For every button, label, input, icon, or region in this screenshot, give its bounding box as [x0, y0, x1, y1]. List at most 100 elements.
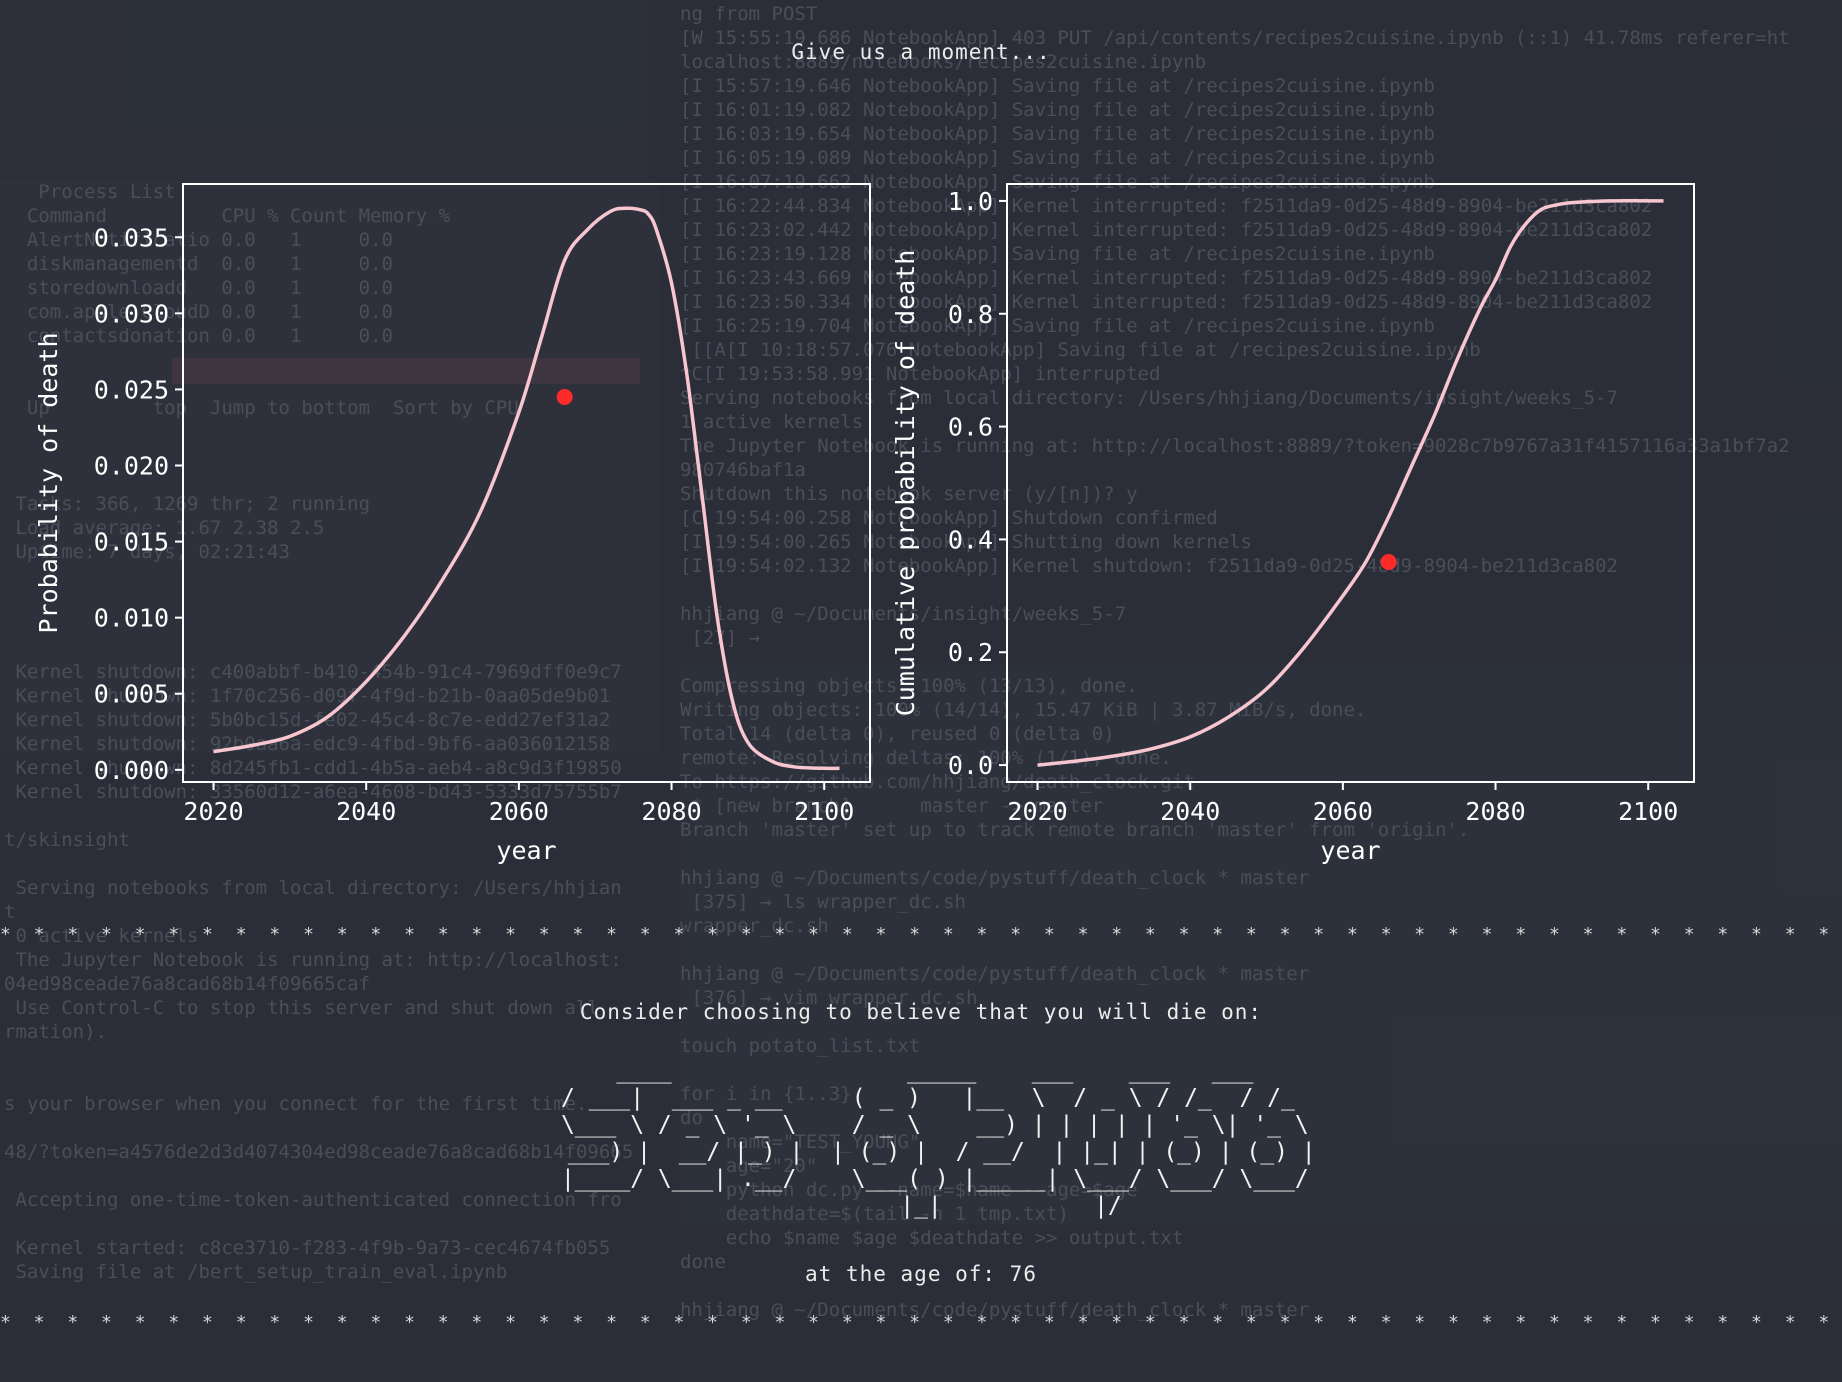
bg-right-line: done: [680, 1251, 726, 1273]
background-terminal-left: Process List Command CPU % Count Memory …: [0, 0, 660, 1382]
bg-right-line: [I 16:23:19.128 NotebookApp] Saving file…: [680, 243, 1435, 265]
bg-right-line: Compressing objects: 100% (13/13), done.: [680, 675, 1138, 697]
bg-left-line: Kernel shutdown: 92b0aa6a-edc9-4fbd-9bf6…: [4, 733, 611, 755]
bg-right-line: [I 16:25:19.704 NotebookApp] Saving file…: [680, 315, 1435, 337]
bg-left-line: 0 active kernels: [4, 925, 199, 947]
bg-left-line: Use Control-C to stop this server and sh…: [4, 997, 599, 1019]
bg-right-line: Writing objects: 100% (14/14), 15.47 KiB…: [680, 699, 1367, 721]
prompt-message: Consider choosing to believe that you wi…: [579, 1000, 1263, 1024]
bg-right-line: ng from POST: [680, 3, 818, 25]
bg-left-line: contactsdonation 0.0 1 0.0: [4, 325, 393, 347]
bg-left-line: 48/?token=a4576de2d3d4074304ed98ceade76a…: [4, 1141, 634, 1163]
bg-left-line: Uptime: 7 days, 02:21:43: [4, 541, 290, 563]
bg-right-line: hhjiang @ ~/Documents/code/pystuff/death…: [680, 867, 1310, 889]
x-tick-label: 2080: [641, 797, 701, 826]
y-tick-label: 0.2: [948, 638, 993, 667]
background-terminal-right: ng from POST [W 15:55:19.686 NotebookApp]…: [680, 0, 1842, 1382]
bg-right-line: [I 16:07:19.662 NotebookApp] Saving file…: [680, 171, 1435, 193]
bg-left-line: t/skinsight: [4, 829, 130, 851]
bg-left-line: storedownloadd 0.0 1 0.0: [4, 277, 393, 299]
bg-left-line: The Jupyter Notebook is running at: http…: [4, 949, 622, 971]
y-axis-label: Cumulative probability of death: [891, 250, 920, 717]
current-age-marker: [556, 389, 573, 406]
bg-right-line: python dc.py --name=$name --age=$age: [680, 1179, 1138, 1201]
bg-right-line: [27] →: [680, 627, 761, 649]
y-tick-label: 0.6: [948, 413, 993, 442]
y-tick-label: 0.0: [948, 751, 993, 780]
x-tick-label: 2060: [489, 797, 549, 826]
separator-top: * * * * * * * * * * * * * * * * * * * * …: [0, 924, 1842, 945]
bg-right-line: [I 16:05:19.089 NotebookApp] Saving file…: [680, 147, 1435, 169]
bg-git-panel: [680, 664, 1842, 1224]
loading-message: Give us a moment...: [791, 40, 1051, 64]
x-tick-label: 2060: [1313, 797, 1373, 826]
bg-left-line: AlertNotificatio 0.0 1 0.0: [4, 229, 393, 251]
bg-right-line: [I 16:23:43.669 NotebookApp] Kernel inte…: [680, 267, 1653, 289]
separator-bottom: * * * * * * * * * * * * * * * * * * * * …: [0, 1312, 1842, 1333]
bg-right-line: deathdate=$(tail -n 1 tmp.txt): [680, 1203, 1069, 1225]
current-age-marker: [1380, 553, 1397, 570]
bg-graph-panel: [0, 0, 648, 178]
y-tick-label: 0.4: [948, 525, 993, 554]
bg-right-line: [I 19:54:00.265 NotebookApp] Shutting do…: [680, 531, 1252, 553]
bg-left-line: 04ed98ceade76a8cad68b14f09665caf: [4, 973, 371, 995]
bg-right-line: hhjiang @ ~/Documents/code/pystuff/death…: [680, 963, 1310, 985]
bg-left-line: Kernel shutdown: 5b0bc15d-fe02-45c4-8c7e…: [4, 709, 611, 731]
bg-right-line: [I 19:54:02.132 NotebookApp] Kernel shut…: [680, 555, 1618, 577]
bg-left-line: s your browser when you connect for the …: [4, 1093, 588, 1115]
bg-right-line: for i in {1..3}: [680, 1083, 852, 1105]
chart-1: 2020 2040 2060 2080 2100 0.000 0.005 0.010 0.015…: [34, 183, 871, 865]
bg-right-line: The Jupyter Notebook is running at: http…: [680, 435, 1790, 457]
bg-left-line: Kernel shutdown: c400abbf-b410-454b-91c4…: [4, 661, 622, 683]
bg-left-line: Kernel shutdown: 33560d12-a6ea-4608-bd43…: [4, 781, 622, 803]
bg-right-line: Total 14 (delta 0), reused 0 (delta 0): [680, 723, 1115, 745]
bg-right-line: do: [680, 1107, 703, 1129]
bg-left-lines: Process List Command CPU % Count Memory …: [4, 12, 633, 1284]
plot-frame: [182, 183, 871, 783]
bg-highlight-row: [172, 358, 640, 384]
bg-right-line: [I 16:03:19.654 NotebookApp] Saving file…: [680, 123, 1435, 145]
y-tick-label: 0.035: [94, 223, 169, 252]
bg-right-line: localhost:8889/notebooks/recipes2cuisine…: [680, 51, 1207, 73]
bg-right-line: [W 15:55:19.686 NotebookApp] 403 PUT /ap…: [680, 27, 1790, 49]
y-tick-label: 0.000: [94, 756, 169, 785]
age-message: at the age of: 76: [805, 1262, 1037, 1286]
x-tick-label: 2100: [1618, 797, 1678, 826]
x-tick-label: 2040: [1160, 797, 1220, 826]
bg-left-line: t: [4, 901, 16, 923]
series-line: [1037, 199, 1664, 767]
bg-right-line: [I 16:23:02.442 NotebookApp] Kernel inte…: [680, 219, 1653, 241]
y-tick-label: 0.8: [948, 300, 993, 329]
y-tick-label: 0.005: [94, 680, 169, 709]
bg-left-line: Tasks: 366, 1269 thr; 2 running: [4, 493, 371, 515]
bg-right-line: Branch 'master' set up to track remote b…: [680, 819, 1470, 841]
y-tick-label: 0.025: [94, 375, 169, 404]
bg-right-line: [375] → ls wrapper_dc.sh: [680, 891, 966, 913]
bg-process-panel: [0, 180, 660, 752]
bg-right-line: [C 19:54:00.258 NotebookApp] Shutdown co…: [680, 507, 1218, 529]
bg-left-line: Kernel shutdown: 8d245fb1-cdd1-4b5a-aeb4…: [4, 757, 622, 779]
bg-right-line: touch potato_list.txt: [680, 1035, 921, 1057]
bg-right-line: echo $name $age $deathdate >> output.txt: [680, 1227, 1184, 1249]
y-axis-label: Probability of death: [34, 332, 63, 633]
bg-right-line: age="20": [680, 1155, 818, 1177]
bg-right-line: [376] → vim wrapper_dc.sh: [680, 987, 978, 1009]
bg-right-line: * [new branch] master -> master: [680, 795, 1104, 817]
y-tick-label: 1.0: [948, 187, 993, 216]
bg-right-line: [I 16:23:50.334 NotebookApp] Kernel inte…: [680, 291, 1653, 313]
charts-svg: 2020 2040 2060 2080 2100 0.000 0.005 0.010 0.015…: [34, 183, 1695, 865]
bg-right-line: wrapper_dc.sh: [680, 915, 829, 937]
x-axis-label: year: [1320, 836, 1380, 865]
x-tick-label: 2020: [183, 797, 243, 826]
x-tick-label: 2080: [1465, 797, 1525, 826]
plot-frame: [1006, 183, 1695, 783]
x-tick-label: 2100: [794, 797, 854, 826]
bg-right-line: remote: Resolving deltas: 100% (1/1), do…: [680, 747, 1172, 769]
bg-left-line: Accepting one-time-token-authenticated c…: [4, 1189, 622, 1211]
series-line: [213, 206, 840, 771]
bg-right-line: ^C[I 19:53:58.991 NotebookApp] interrupt…: [680, 363, 1161, 385]
bg-right-line: [I 16:22:44.834 NotebookApp] Kernel inte…: [680, 195, 1653, 217]
bg-right-line: hhjiang @ ~/Documents/code/pystuff/death…: [680, 1299, 1310, 1321]
bg-right-line: [[A[I 10:18:57.076 NotebookApp] Saving f…: [680, 339, 1481, 361]
